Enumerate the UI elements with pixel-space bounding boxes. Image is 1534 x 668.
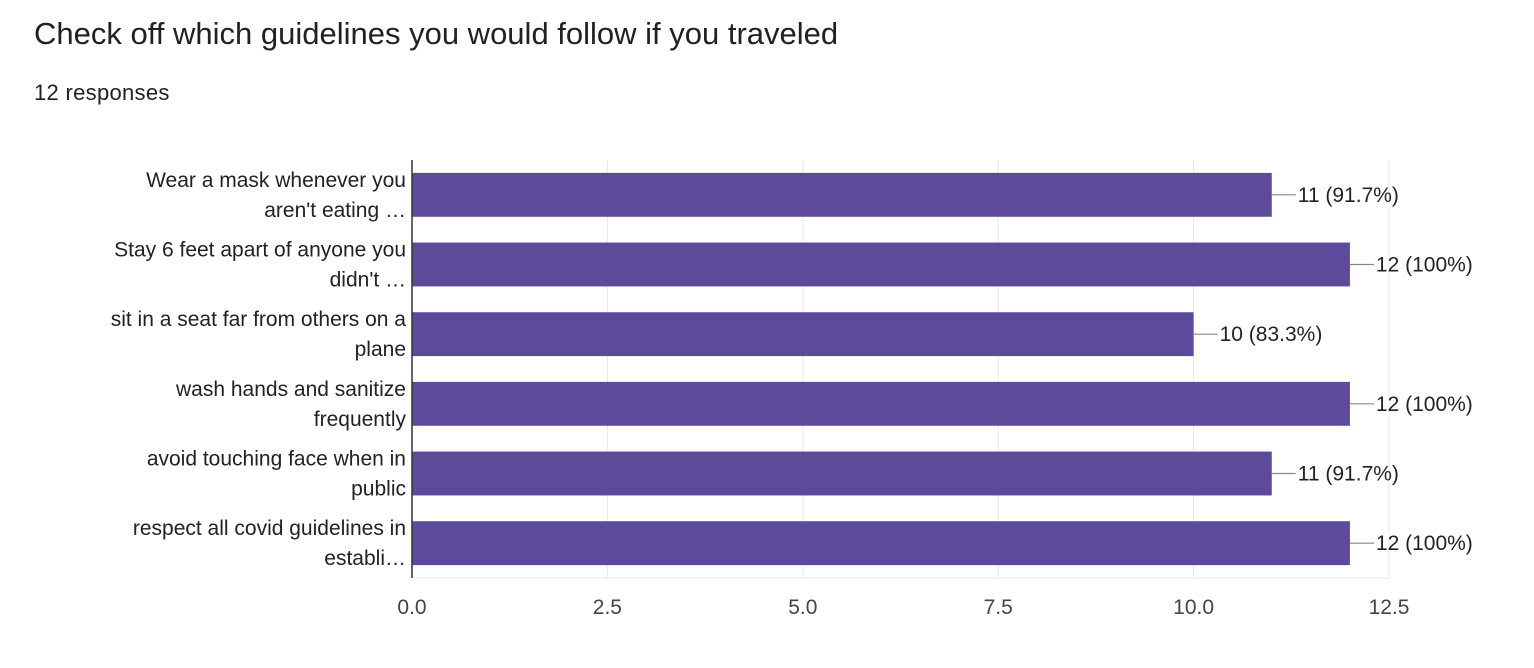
bars [412,172,1350,566]
bar [412,521,1350,566]
x-tick-label: 5.0 [788,596,817,619]
category-label: establi… [324,547,406,570]
data-label: 10 (83.3%) [1220,323,1323,346]
bar [412,172,1272,217]
x-tick-label: 0.0 [397,596,426,619]
category-label: avoid touching face when in [147,448,406,471]
bar [412,312,1194,357]
data-labels: 11 (91.7%) 12 (100%) 10 (83.3%) 12 (100%) 11… [1193,184,1473,555]
x-tick-label: 12.5 [1369,596,1410,619]
bar [412,451,1272,496]
response-count: 12 responses [34,80,170,105]
category-label: Wear a mask whenever you [146,169,406,192]
category-label: aren't eating … [264,199,406,222]
x-tick-label: 10.0 [1173,596,1214,619]
data-label: 11 (91.7%) [1298,463,1399,486]
data-label: 12 (100%) [1376,532,1473,555]
category-label: respect all covid guidelines in [133,517,406,540]
data-label: 11 (91.7%) [1298,184,1399,207]
data-label: 12 (100%) [1376,393,1473,416]
category-label: plane [355,338,406,361]
x-tick-label: 7.5 [984,596,1013,619]
grid-lines [412,160,1390,579]
x-axis-ticks: 0.0 2.5 5.0 7.5 10.0 12.5 [397,596,1409,619]
category-label: didn't … [330,269,406,292]
category-labels: Wear a mask whenever you aren't eating … S… [111,169,407,570]
category-label: Stay 6 feet apart of anyone you [114,239,406,262]
data-label: 12 (100%) [1376,254,1473,277]
category-label: public [351,478,406,501]
category-label: sit in a seat far from others on a [111,308,407,331]
chart-title: Check off which guidelines you would fol… [34,16,839,51]
x-tick-label: 2.5 [593,596,622,619]
bar [412,381,1350,426]
category-label: frequently [314,408,407,431]
bar [412,242,1350,287]
category-label: wash hands and sanitize [175,378,406,401]
